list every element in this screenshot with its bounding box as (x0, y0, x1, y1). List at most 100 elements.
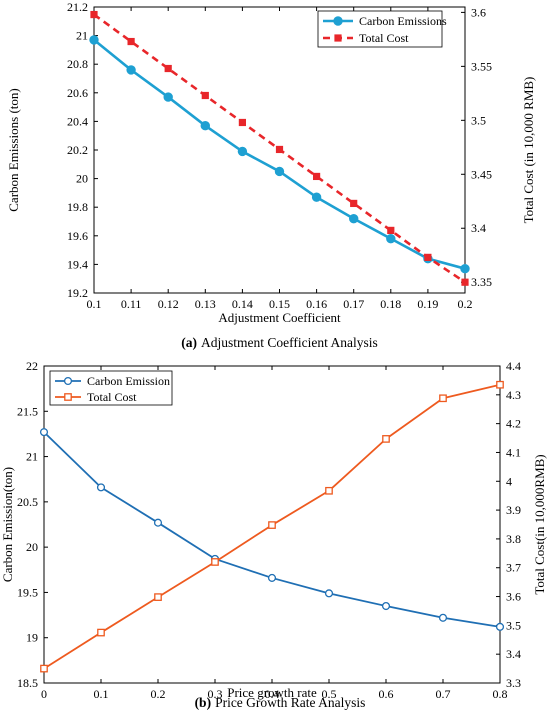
x-tick-label: 0.1 (87, 297, 102, 311)
x-tick-label: 0.19 (417, 297, 438, 311)
x-tick-label: 0.5 (322, 687, 337, 701)
series-line-0 (93, 38, 466, 270)
data-point (438, 613, 448, 622)
data-point (324, 589, 334, 598)
y-left-tick-label: 20.4 (67, 114, 88, 128)
y-right-tick-label: 3.6 (506, 590, 521, 604)
y-left-tick-label: 21.5 (17, 404, 38, 418)
data-point (382, 435, 390, 443)
y-left-tick-label: 20 (26, 540, 38, 554)
legend: Carbon Emissions Total Cost (317, 10, 447, 48)
data-point (153, 518, 163, 527)
figure-caption: (a) Adjustment Coefficient Analysis (181, 335, 377, 350)
y-right-tick-label: 4.2 (506, 417, 521, 431)
chart-panel-a: 0.1 0.11 0.12 0.13 0.14 0.15 0.16 0.17 0.18 0.19 0… (6, 0, 536, 350)
y-right-tick-label: 3.45 (471, 167, 492, 181)
data-point (387, 226, 395, 235)
data-point (211, 558, 219, 566)
y-left-tick-label: 20.2 (67, 143, 88, 157)
y-left-tick-label: 20.8 (67, 57, 88, 71)
x-tick-label: 0.2 (458, 297, 473, 311)
data-point (325, 486, 333, 495)
y-right-tick-label: 4.3 (506, 388, 521, 402)
data-point (96, 483, 106, 492)
data-point (313, 172, 321, 181)
x-tick-label: 0.11 (121, 297, 142, 311)
y-right-tick-label: 3.5 (471, 113, 486, 127)
data-point (275, 145, 284, 154)
y-left-tick-label: 19 (26, 631, 38, 645)
y-right-tick-label: 3.8 (506, 532, 521, 546)
x-tick-label: 0.3 (208, 687, 223, 701)
y-left-tick-label: 21 (76, 29, 88, 43)
y-right-tick-label: 3.7 (506, 561, 521, 575)
data-point (386, 233, 396, 244)
y-left-tick-label: 20 (76, 172, 88, 186)
y-left-tick-label: 19.6 (67, 229, 88, 243)
x-axis-label: Adjustment Coefficient (218, 310, 341, 325)
data-point (238, 118, 246, 127)
y-left-tick-label: 21.2 (67, 0, 88, 14)
y-left-tick-label: 19.8 (67, 200, 88, 214)
data-point (274, 166, 285, 177)
data-point (39, 428, 49, 437)
data-point (126, 65, 136, 75)
data-point (200, 120, 211, 131)
caption-text: Price Growth Rate Analysis (215, 695, 365, 710)
y-left-axis-label: Carbon Emission(ton) (0, 467, 15, 582)
legend-label: Carbon Emission (87, 374, 170, 388)
data-point (461, 278, 469, 286)
y-right-tick-label: 3.55 (471, 59, 492, 73)
y-right-tick-label: 3.6 (471, 5, 486, 19)
x-tick-label: 0.4 (265, 687, 280, 701)
data-point (201, 91, 209, 100)
y-left-tick-label: 22 (26, 359, 38, 373)
y-left-tick-label: 20.6 (67, 86, 88, 100)
legend-label: Total Cost (359, 31, 409, 45)
data-point (349, 213, 359, 224)
legend-marker (334, 34, 342, 42)
data-point (496, 380, 504, 389)
legend-label: Total Cost (87, 390, 137, 404)
data-point (154, 593, 162, 601)
data-point (40, 664, 48, 673)
legend-label: Carbon Emissions (359, 14, 447, 28)
legend: Carbon Emission Total Cost (49, 370, 173, 406)
data-point (89, 35, 99, 45)
data-point (495, 622, 505, 631)
x-tick-label: 0.15 (269, 297, 290, 311)
y-right-tick-label: 4 (506, 474, 512, 488)
y-right-tick-label: 3.9 (506, 503, 521, 517)
data-point (237, 146, 248, 157)
data-point (90, 10, 98, 19)
data-point (267, 573, 277, 582)
y-left-axis-label: Carbon Emissions (ton) (6, 88, 21, 212)
y-left-tick-label: 18.5 (17, 676, 38, 690)
x-tick-label: 0.16 (306, 297, 327, 311)
y-right-axis-label: Total Cost(in 10,000RMB) (532, 454, 547, 594)
data-point (460, 263, 470, 274)
caption-letter: (b) (195, 695, 212, 710)
y-left-tick-label: 19.2 (67, 286, 88, 300)
data-point (127, 37, 135, 46)
caption-text: Adjustment Coefficient Analysis (201, 335, 378, 350)
x-tick-label: 0.6 (379, 687, 394, 701)
legend-marker (333, 16, 343, 26)
y-left-tick-label: 20.5 (17, 495, 38, 509)
x-tick-label: 0.1 (94, 687, 109, 701)
y-right-tick-label: 3.4 (506, 647, 521, 661)
data-point (381, 601, 391, 611)
y-left-tick-label: 19.4 (67, 257, 88, 271)
x-axis-label: Price growth rate (227, 685, 317, 700)
y-right-tick-label: 3.3 (506, 676, 521, 690)
x-tick-label: 0.12 (158, 297, 179, 311)
data-point (268, 521, 276, 529)
y-right-axis-label: Total Cost (in 10,000 RMB) (521, 77, 536, 224)
x-tick-label: 0.2 (151, 687, 166, 701)
y-right-tick-label: 3.4 (471, 221, 486, 235)
chart-panel-b: 0 0.1 0.2 0.3 0.4 0.5 0.6 0.7 0.8 18.5 19 19.5 20 20.… (0, 359, 547, 710)
data-point (163, 92, 173, 102)
legend-marker (64, 393, 72, 401)
y-right-tick-label: 3.35 (471, 275, 492, 289)
